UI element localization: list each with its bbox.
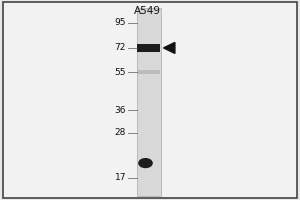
Text: 17: 17	[115, 173, 126, 182]
Text: A549: A549	[134, 6, 160, 16]
Text: 36: 36	[115, 106, 126, 115]
Polygon shape	[164, 42, 175, 53]
Bar	[137, 44, 160, 52]
Text: 72: 72	[115, 43, 126, 52]
Bar	[137, 70, 160, 74]
Text: 55: 55	[115, 68, 126, 77]
Text: 95: 95	[115, 18, 126, 27]
Circle shape	[139, 159, 152, 167]
Text: 28: 28	[115, 128, 126, 137]
Bar	[136, 8, 160, 196]
